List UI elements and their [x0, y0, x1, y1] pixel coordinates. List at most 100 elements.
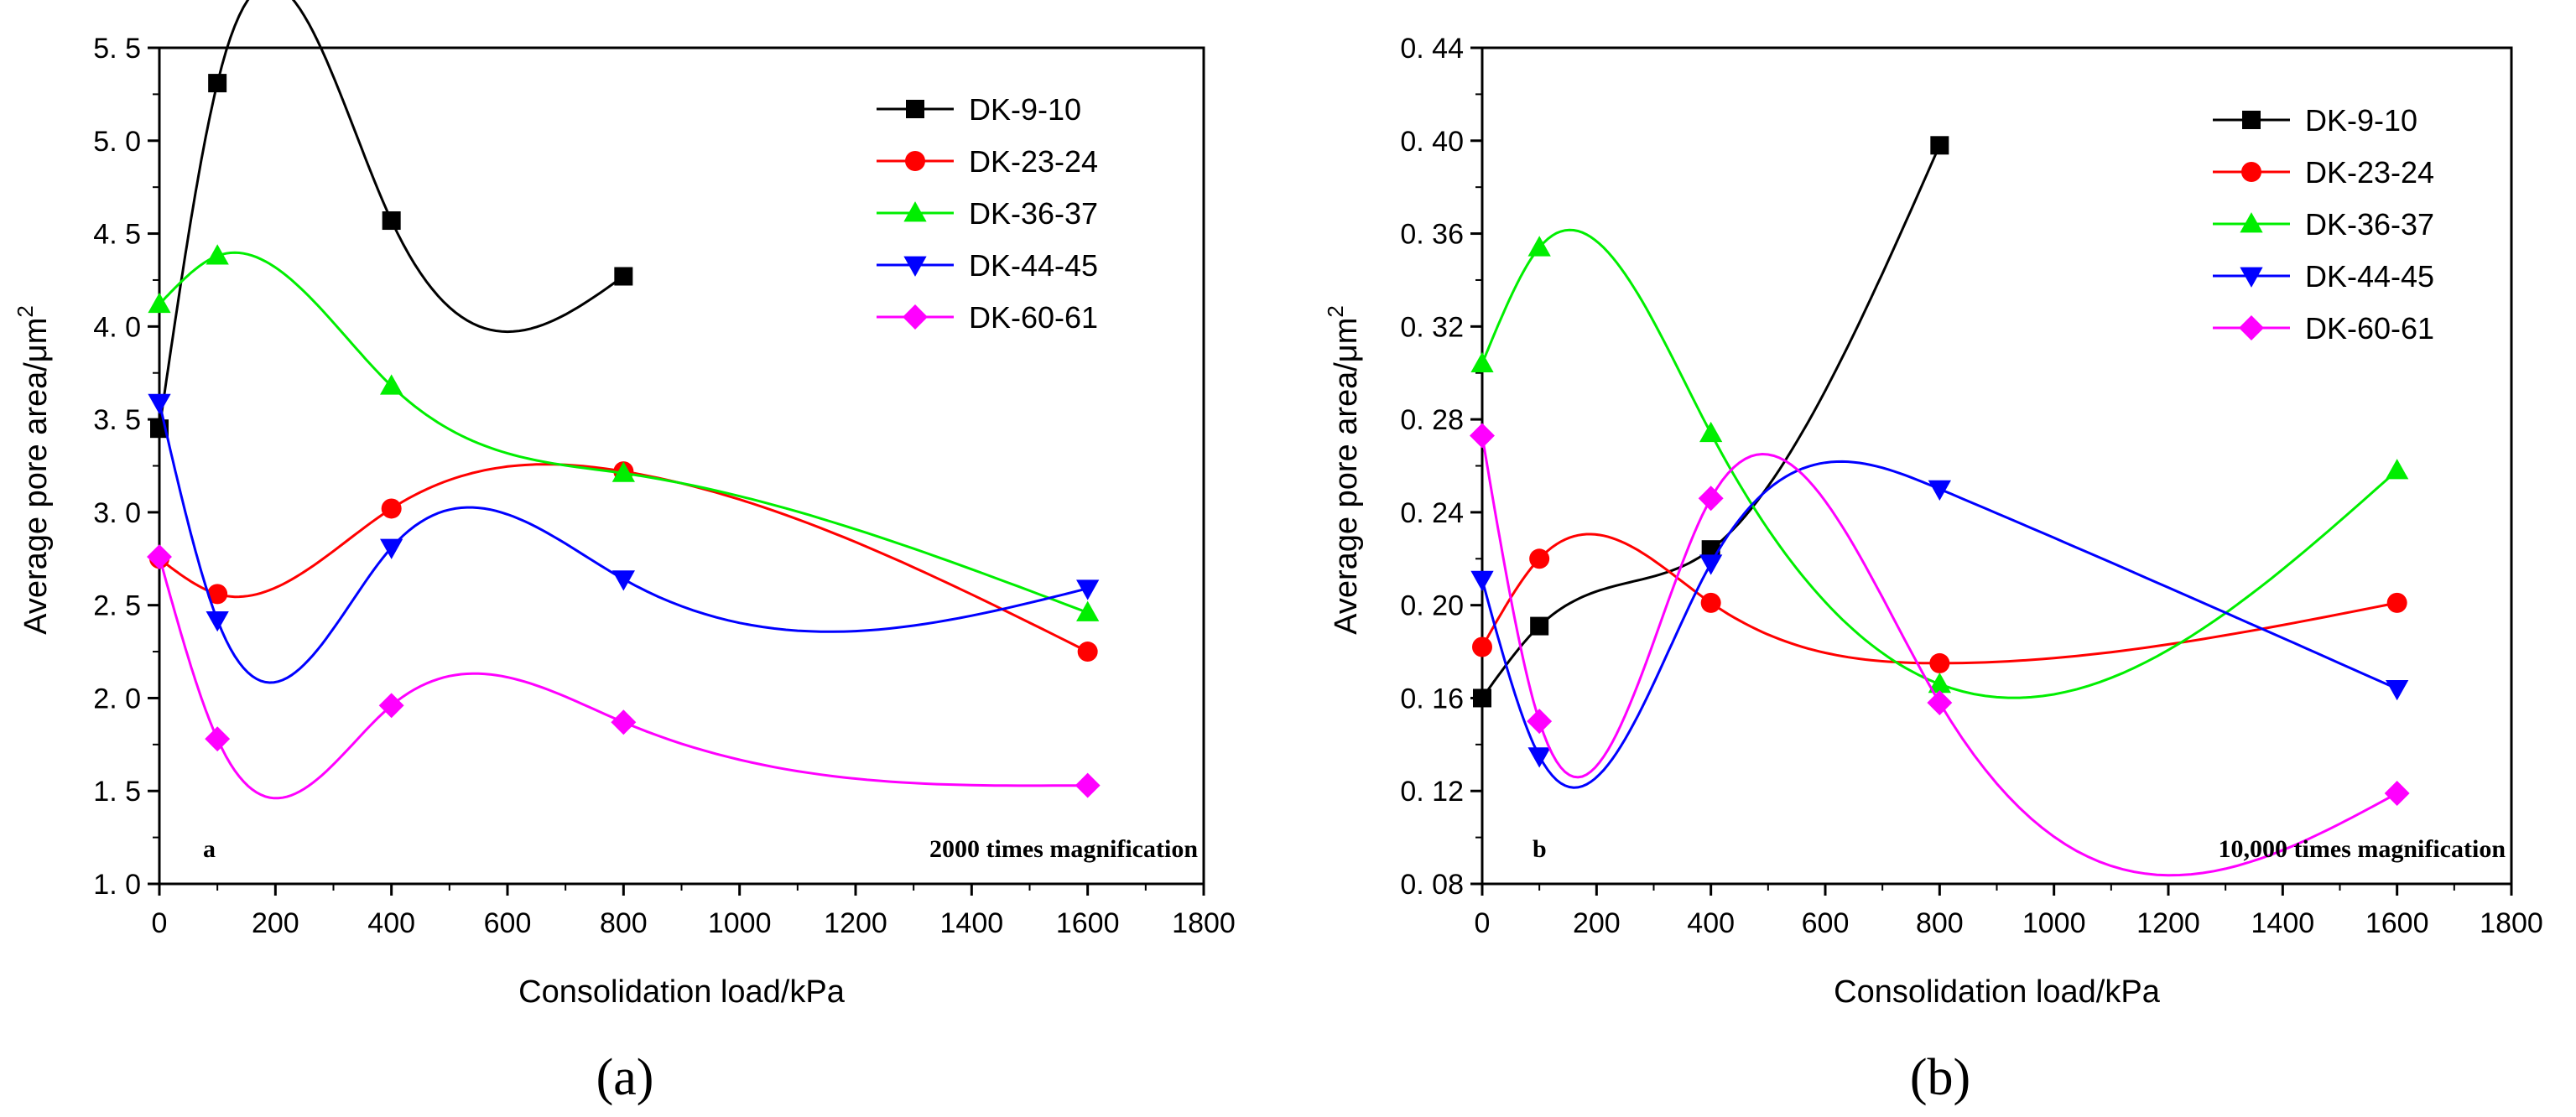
- panel-caption: (a): [596, 1049, 654, 1106]
- legend-marker-DK-44-45: [903, 256, 927, 277]
- series-DK-44-45: [1470, 460, 2409, 789]
- fit-curve-DK-23-24: [1481, 533, 2397, 665]
- legend: DK-9-10 DK-23-24 DK-36-37 DK-44-45 DK-60-61: [877, 92, 1098, 335]
- y-tick-label: 5. 0: [93, 126, 141, 158]
- data-point-DK-60-61: [147, 544, 172, 570]
- data-point-DK-44-45: [148, 393, 171, 415]
- series-DK-36-37: [148, 244, 1100, 621]
- y-tick-label: 3. 5: [93, 404, 141, 436]
- data-point-DK-23-24: [1077, 642, 1098, 662]
- x-tick-label: 800: [600, 907, 648, 939]
- fit-curve-DK-36-37: [158, 251, 1089, 614]
- data-point-DK-60-61: [378, 693, 404, 719]
- x-tick-label: 1800: [1172, 907, 1236, 939]
- data-point-DK-9-10: [614, 267, 633, 286]
- x-tick-label: 1200: [2136, 907, 2200, 939]
- legend-label-DK-60-61: DK-60-61: [969, 300, 1098, 335]
- series-DK-9-10: [150, 0, 633, 439]
- panel-letter: a: [203, 835, 216, 863]
- legend-label-DK-23-24: DK-23-24: [969, 144, 1098, 179]
- data-point-DK-36-37: [206, 244, 229, 265]
- legend-label-DK-44-45: DK-44-45: [2305, 259, 2434, 294]
- x-tick-label: 1400: [2251, 907, 2315, 939]
- y-tick-label: 0. 36: [1400, 219, 1464, 251]
- data-point-DK-44-45: [1527, 747, 1551, 768]
- x-tick-label: 1600: [1056, 907, 1120, 939]
- data-point-DK-44-45: [1699, 554, 1723, 575]
- data-point-DK-36-37: [1928, 672, 1951, 694]
- data-point-DK-60-61: [2384, 781, 2410, 806]
- y-tick-label: 0. 24: [1400, 497, 1464, 529]
- y-tick-label: 3. 0: [93, 497, 141, 529]
- chart-panel-b: 0 200 400 600 800 1000 1200 1400 1600 1800 0. 08 0.…: [1323, 33, 2543, 1106]
- y-tick-label: 5. 5: [93, 33, 141, 65]
- data-point-DK-36-37: [1699, 421, 1723, 443]
- panel-caption: (b): [1910, 1049, 1970, 1106]
- series-DK-23-24: [1472, 533, 2407, 673]
- data-point-DK-44-45: [1076, 579, 1100, 600]
- y-axis-title-superscript: 2: [13, 305, 38, 317]
- x-tick-label: 1400: [940, 907, 1004, 939]
- data-point-DK-60-61: [611, 709, 637, 735]
- y-tick-label: 0. 32: [1400, 311, 1464, 343]
- data-point-DK-36-37: [611, 461, 635, 482]
- data-point-DK-23-24: [207, 584, 228, 605]
- y-tick-label: 0. 16: [1400, 683, 1464, 714]
- data-point-DK-23-24: [1700, 592, 1721, 613]
- series-DK-60-61: [1470, 423, 2410, 877]
- x-tick-label: 0: [152, 907, 168, 939]
- magnification-note: 10,000 times magnification: [2219, 835, 2506, 863]
- fit-curve-DK-23-24: [159, 463, 1089, 653]
- data-point-DK-44-45: [206, 610, 229, 632]
- data-point-DK-23-24: [381, 498, 402, 519]
- legend: DK-9-10 DK-23-24 DK-36-37 DK-44-45 DK-60-61: [2213, 103, 2434, 345]
- legend-marker-DK-9-10: [906, 100, 924, 118]
- data-point-DK-36-37: [1076, 600, 1100, 621]
- x-tick-label: 1800: [2480, 907, 2543, 939]
- x-tick-label: 800: [1916, 907, 1964, 939]
- legend-label-DK-9-10: DK-9-10: [969, 92, 1081, 127]
- data-point-DK-44-45: [1928, 480, 1951, 501]
- x-tick-label: 200: [252, 907, 299, 939]
- series-DK-36-37: [1470, 228, 2409, 699]
- y-tick-label: 2. 5: [93, 590, 141, 622]
- x-tick-label: 0: [1475, 907, 1491, 939]
- x-tick-label: 400: [1687, 907, 1735, 939]
- legend-label-DK-9-10: DK-9-10: [2305, 103, 2417, 138]
- legend-marker-DK-9-10: [2242, 111, 2261, 129]
- y-tick-label: 0. 28: [1400, 404, 1464, 436]
- data-point-DK-60-61: [1927, 690, 1953, 715]
- x-axis-title: Consolidation load/kPa: [518, 974, 846, 1010]
- legend-marker-DK-60-61: [2239, 315, 2264, 340]
- series-DK-44-45: [148, 393, 1100, 684]
- data-point-DK-60-61: [1527, 709, 1553, 735]
- data-point-DK-23-24: [1472, 636, 1492, 657]
- data-point-DK-44-45: [2386, 679, 2409, 701]
- x-tick-label: 1200: [824, 907, 887, 939]
- data-point-DK-44-45: [380, 538, 403, 559]
- y-tick-label: 2. 0: [93, 683, 141, 714]
- legend-label-DK-36-37: DK-36-37: [969, 196, 1098, 231]
- data-point-DK-23-24: [1929, 652, 1950, 673]
- data-point-DK-36-37: [1527, 236, 1551, 257]
- x-tick-label: 1000: [708, 907, 772, 939]
- x-tick-label: 600: [484, 907, 532, 939]
- fit-curve-DK-44-45: [158, 402, 1089, 684]
- data-point-DK-44-45: [611, 570, 635, 591]
- panel-letter: b: [1533, 835, 1547, 863]
- data-point-DK-23-24: [1529, 548, 1550, 569]
- fit-curve-DK-9-10: [1481, 144, 1941, 699]
- legend-label-DK-60-61: DK-60-61: [2305, 311, 2434, 345]
- y-axis-title: Average pore area/μm2: [13, 305, 54, 635]
- legend-marker-DK-36-37: [2240, 212, 2263, 233]
- x-tick-label: 600: [1802, 907, 1850, 939]
- legend-label-DK-23-24: DK-23-24: [2305, 155, 2434, 190]
- data-point-DK-60-61: [1075, 772, 1101, 798]
- data-point-DK-9-10: [1930, 136, 1949, 155]
- series-DK-60-61: [147, 544, 1101, 800]
- y-tick-label: 1. 5: [93, 776, 141, 808]
- data-point-DK-9-10: [382, 211, 401, 231]
- y-tick-label: 0. 44: [1400, 33, 1464, 65]
- data-point-DK-60-61: [1470, 423, 1495, 449]
